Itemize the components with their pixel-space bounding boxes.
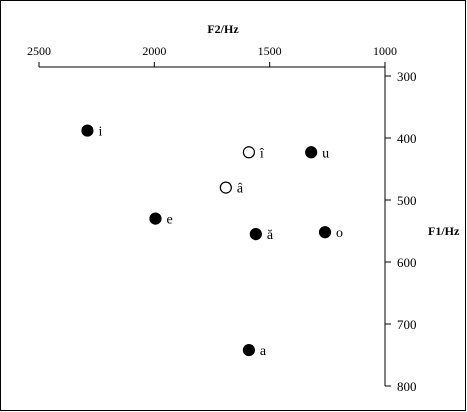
point-label: e	[166, 213, 172, 228]
y-tick-label: 800	[397, 379, 417, 394]
point-label: î	[259, 146, 265, 161]
filled-point	[242, 343, 256, 357]
filled-point	[81, 124, 94, 137]
y-tick-label: 300	[397, 69, 417, 84]
y-tick-label: 400	[397, 131, 417, 146]
point-label: a	[260, 344, 267, 359]
point-label: i	[98, 125, 102, 140]
filled-point	[149, 212, 162, 225]
y-axis-title: F1/Hz	[428, 224, 460, 238]
point-label: ă	[267, 228, 274, 243]
point-label: o	[336, 226, 343, 241]
open-point	[242, 146, 256, 159]
y-tick-label: 500	[397, 193, 417, 208]
x-axis-title: F2/Hz	[207, 22, 239, 36]
y-tick-label: 700	[397, 317, 417, 332]
data-points: i î u â e ă o a	[81, 124, 343, 359]
filled-point	[318, 226, 332, 239]
filled-point	[305, 146, 318, 159]
open-point	[219, 181, 232, 194]
x-tick-label: 1500	[258, 44, 282, 58]
y-tick-label: 600	[397, 255, 417, 270]
y-ticks: 300 400 500 600 700 800	[385, 69, 417, 394]
x-tick-label: 1000	[373, 44, 397, 58]
point-label: u	[322, 146, 329, 161]
point-label: â	[237, 182, 244, 197]
x-tick-label: 2500	[27, 44, 51, 58]
axes: F2/Hz F1/Hz	[39, 22, 460, 386]
x-ticks: 2500 2000 1500 1000	[27, 44, 397, 67]
filled-point	[249, 228, 262, 241]
x-tick-label: 2000	[142, 44, 166, 58]
